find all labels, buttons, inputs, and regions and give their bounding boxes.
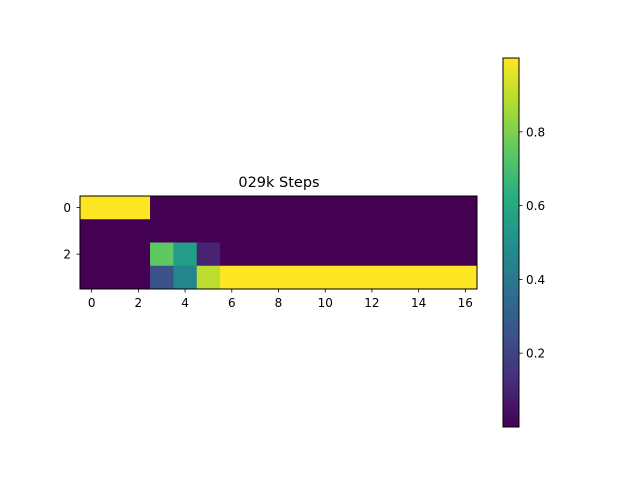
heatmap-cell [453,219,478,243]
heatmap-cell [103,265,128,290]
heatmap-cell [80,265,104,290]
x-tick-label: 4 [181,296,189,310]
x-tick-label: 2 [135,296,143,310]
heatmap-cell [150,242,174,267]
y-axis: 02 [63,201,80,262]
heatmap-cell [80,242,104,267]
heatmap-cell [336,265,361,290]
heatmap-cell [406,265,431,290]
heatmap-cell [173,265,198,290]
heatmap-cell [266,265,291,290]
heatmap-cell [290,265,314,290]
heatmap-cell [150,219,174,243]
heatmap-cell [336,242,361,267]
heatmap-cell [243,219,268,243]
heatmap-cell [360,219,384,243]
heatmap-cell [103,196,128,220]
heatmap-cell [266,242,291,267]
colorbar [503,58,519,427]
heatmap-cell [453,242,478,267]
colorbar-tick-label: 0.2 [526,347,545,361]
x-tick-label: 16 [458,296,473,310]
colorbar-axis: 0.2 0.4 0.6 0.8 [519,125,545,361]
heatmap-cell [360,265,384,290]
heatmap-cell [336,219,361,243]
heatmap-cell [243,242,268,267]
x-tick-label: 10 [318,296,333,310]
heatmap-cell [313,265,338,290]
heatmap-cell [290,196,314,220]
x-axis: 0 2 4 6 8 10 12 14 16 [88,289,473,310]
heatmap-cell [150,196,174,220]
x-tick-label: 14 [411,296,426,310]
heatmap-cell [383,242,408,267]
heatmap-cell [173,219,198,243]
heatmap-cell [383,219,408,243]
heatmap-cell [126,196,151,220]
colorbar-tick-label: 0.4 [526,273,545,287]
heatmap-cells [80,196,478,290]
heatmap-cell [220,242,244,267]
heatmap-cell [266,219,291,243]
heatmap-cell [220,219,244,243]
heatmap-cell [430,265,455,290]
heatmap-cell [313,219,338,243]
heatmap-cell [406,219,431,243]
heatmap-cell [290,219,314,243]
chart-title: 029k Steps [238,175,319,191]
x-tick-label: 8 [275,296,283,310]
heatmap-cell [103,242,128,267]
heatmap-cell [453,196,478,220]
heatmap-cell [383,196,408,220]
heatmap-cell [360,196,384,220]
heatmap-cell [150,265,174,290]
colorbar-tick-label: 0.8 [526,125,545,139]
x-tick-label: 0 [88,296,96,310]
heatmap-cell [196,196,221,220]
heatmap-cell [266,196,291,220]
heatmap-cell [336,196,361,220]
heatmap-cell [383,265,408,290]
heatmap-cell [80,196,104,220]
heatmap-cell [360,242,384,267]
x-tick-label: 12 [364,296,379,310]
colorbar-tick-label: 0.6 [526,199,545,213]
colorbar-frame [502,57,520,428]
heatmap-cell [196,219,221,243]
heatmap-cell [126,242,151,267]
y-tick-label: 0 [63,201,71,215]
heatmap-cell [80,219,104,243]
heatmap-cell [243,196,268,220]
heatmap-cell [406,242,431,267]
heatmap-cell [406,196,431,220]
heatmap-cell [173,196,198,220]
heatmap-cell [196,242,221,267]
heatmap-cell [220,265,244,290]
heatmap-cell [313,196,338,220]
y-tick-label: 2 [63,248,71,262]
heatmap-cell [173,242,198,267]
heatmap-cell [313,242,338,267]
heatmap-cell [290,242,314,267]
x-tick-label: 6 [228,296,236,310]
heatmap-cell [430,242,455,267]
heatmap-cell [430,196,455,220]
heatmap-cell [220,196,244,220]
heatmap-cell [103,219,128,243]
heatmap-cell [126,219,151,243]
heatmap-cell [430,219,455,243]
heatmap-cell [126,265,151,290]
heatmap-cell [243,265,268,290]
heatmap-cell [453,265,478,290]
heatmap-cell [196,265,221,290]
